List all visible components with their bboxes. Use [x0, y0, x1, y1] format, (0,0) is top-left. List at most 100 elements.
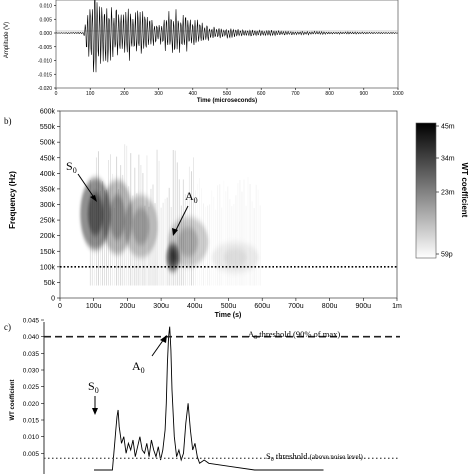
panel-b-xtick-label: 600u [254, 303, 270, 310]
panel-a-ytick-label: -0.010 [38, 59, 52, 65]
panel-a-xtick-label: 600 [257, 91, 266, 97]
panel-a-xtick-label: 1000 [392, 91, 403, 97]
wt-energy-core [223, 248, 248, 267]
wt-energy-core [132, 207, 150, 246]
panel-b-ytick-label: 450k [40, 155, 56, 162]
panel-b-xtick-label: 1m [392, 303, 402, 310]
panel-b-ytick-label: 550k [40, 124, 56, 131]
panel-a-xtick-label: 100 [86, 91, 95, 97]
colorbar-label: WT coefficient [460, 163, 469, 218]
panel-b-xtick-label: 500u [221, 303, 237, 310]
s0-subscript: 0 [73, 166, 77, 175]
panel-c: c) 0.045 0.040 0.035 0.030 0.025 0.020 0.015 0.… [4, 318, 400, 474]
panel-c-label: c) [4, 322, 11, 332]
panel-a: 0.0100.0050.000-0.005-0.010-0.015-0.020 … [4, 0, 404, 104]
panel-a-xtick-label: 300 [154, 91, 163, 97]
panel-c-s0-annotation: S0 [88, 379, 99, 415]
panel-c-a0-annotation: A0 [132, 335, 167, 375]
colorbar-tick-label: 34m [441, 156, 455, 163]
a0-label: A [185, 189, 194, 203]
s0-threshold-label: S0 threshold (above noise level) [266, 451, 364, 463]
panel-a-xtick-label: 700 [291, 91, 300, 97]
panel-b-ytick-label: 400k [40, 171, 56, 178]
panel-c-ytick-label: 0.015 [23, 418, 40, 425]
c-a0-label: A [132, 359, 141, 373]
panel-b-xtick-label: 900u [356, 303, 372, 310]
panel-b-ytick-label: 600k [40, 109, 56, 116]
colorbar-gradient [415, 122, 437, 259]
panel-a-ytick-label: 0.010 [39, 4, 52, 10]
panel-a-xtick-label: 900 [360, 91, 369, 97]
panel-b-ytick-label: 500k [40, 140, 56, 147]
panel-b-a0-annotation: A0 [172, 189, 198, 236]
panel-a-xtick-label: 500 [223, 91, 232, 97]
panel-a-ytick-label: 0.000 [39, 31, 52, 37]
panel-c-ytick-label: 0.010 [23, 434, 40, 441]
panel-b-xtick-label: 300u [153, 303, 169, 310]
panel-a-xtick-label: 800 [325, 91, 334, 97]
panel-b-xtick-label: 400u [187, 303, 203, 310]
panel-a-ylabel: Amplitude (V) [4, 22, 10, 58]
panel-b-ytick-label: 350k [40, 186, 56, 193]
svg-text:S0: S0 [66, 159, 77, 175]
panel-a-xtick-label: 200 [120, 91, 129, 97]
panel-b-label: b) [4, 116, 12, 126]
panel-a-xtick-label: 0 [55, 91, 58, 97]
wt-energy-core [177, 226, 199, 257]
a0-arrow [174, 205, 189, 233]
panel-c-ytick-label: 0.040 [23, 334, 40, 341]
panel-a-ytick-label: -0.015 [38, 72, 52, 78]
s0-arrow-head [90, 195, 97, 202]
panel-b: b) 600k 550k 500k 450k 400k 350k 300k 250k 200k 1… [4, 109, 469, 320]
c-a0-arrow [151, 338, 165, 357]
panel-c-ytick-label: 0.030 [23, 368, 40, 375]
svg-text:A0: A0 [185, 189, 198, 205]
a0-arrow-head [172, 228, 178, 236]
colorbar: 45m 34m 23m 59p WT coefficient [415, 122, 469, 259]
panel-b-s0-annotation: S0 [66, 159, 97, 202]
panel-c-wt-coefficient-line [94, 326, 324, 471]
panel-c-ytick-label: 0.005 [23, 451, 40, 458]
panel-b-ytick-label: 200k [40, 233, 56, 240]
svg-text:A0: A0 [132, 359, 145, 375]
svg-text:S0: S0 [88, 379, 99, 395]
panel-c-ylabel: WT coefficient [10, 379, 16, 420]
wt-energy-core [87, 192, 103, 236]
c-s0-arrow-head [92, 408, 98, 415]
panel-b-ytick-label: 50k [44, 280, 56, 287]
panel-b-ytick-label: 100k [40, 264, 56, 271]
panel-c-ytick-label: 0.035 [23, 351, 40, 358]
c-a0-subscript: 0 [141, 366, 145, 375]
panel-b-xtick-label: 800u [322, 303, 338, 310]
colorbar-tick-label: 45m [441, 124, 455, 131]
a0-threshold-label: A0 threshold (90% of max) [248, 329, 340, 341]
panel-c-ytick-label: 0.020 [23, 401, 40, 408]
panel-c-ytick-label: 0.025 [23, 384, 40, 391]
c-s0-subscript: 0 [95, 386, 99, 395]
wt-energy-core [109, 194, 125, 240]
panel-b-ylabel: Frequency (Hz) [8, 171, 17, 229]
panel-b-ytick-label: 150k [40, 249, 56, 256]
panel-b-xtick-label: 700u [288, 303, 304, 310]
panel-a-xtick-label: 400 [189, 91, 198, 97]
s0-label: S [66, 159, 73, 173]
panel-a-ytick-label: 0.005 [39, 17, 52, 23]
panel-a-waveform [55, 0, 398, 73]
panel-b-ytick-label: 300k [40, 202, 56, 209]
panel-b-xtick-label: 200u [120, 303, 136, 310]
panel-c-ytick-label: 0.045 [23, 318, 40, 325]
colorbar-tick-label: 23m [441, 190, 455, 197]
panel-b-ytick-label: 0 [51, 296, 55, 303]
panel-b-xtick-label: 0 [58, 303, 62, 310]
panel-b-xtick-label: 100u [86, 303, 102, 310]
panel-a-ytick-label: -0.005 [38, 45, 52, 51]
s0-arrow [77, 173, 96, 200]
panel-a-ytick-label: -0.020 [38, 86, 52, 92]
c-s0-label: S [88, 379, 95, 393]
colorbar-tick-label: 59p [441, 252, 453, 259]
a0-subscript: 0 [194, 196, 198, 205]
panel-b-ytick-label: 250k [40, 218, 56, 225]
panel-b-xlabel: Time (s) [215, 312, 242, 319]
panel-a-xlabel: Time (microseconds) [197, 98, 257, 104]
